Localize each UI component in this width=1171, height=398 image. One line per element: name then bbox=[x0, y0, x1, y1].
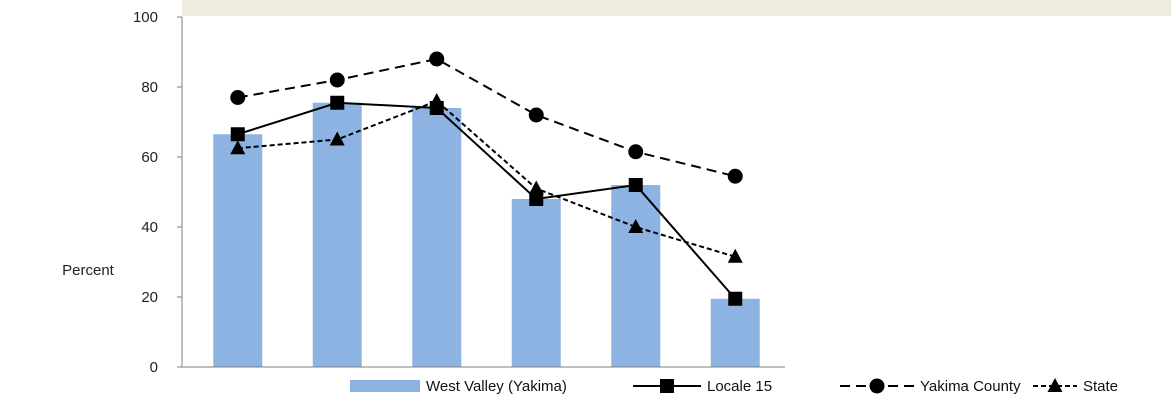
legend-label: Yakima County bbox=[920, 378, 1021, 395]
point-circle-marker bbox=[329, 72, 345, 88]
point-triangle-marker bbox=[230, 140, 246, 155]
legend-layer: West Valley (Yakima) Locale 15 Yakima Coun… bbox=[350, 378, 1118, 395]
point-triangle-marker bbox=[528, 180, 544, 195]
axis-layer: 0 20 40 60 80 100 bbox=[133, 9, 785, 376]
point-triangle-marker bbox=[727, 248, 743, 263]
point-square-marker bbox=[660, 379, 674, 393]
point-circle-marker bbox=[528, 107, 544, 123]
y-tick-label: 100 bbox=[133, 9, 158, 26]
bar bbox=[312, 102, 362, 367]
bar bbox=[611, 185, 661, 367]
bar bbox=[412, 108, 462, 367]
point-circle-marker bbox=[429, 51, 445, 67]
point-square-marker bbox=[230, 127, 245, 142]
legend-label: West Valley (Yakima) bbox=[426, 378, 567, 395]
series-line bbox=[237, 99, 736, 258]
point-triangle-marker bbox=[329, 131, 345, 146]
point-square-marker bbox=[529, 192, 544, 206]
legend-label: Locale 15 bbox=[707, 378, 772, 395]
bar bbox=[710, 298, 760, 367]
point-triangle-marker bbox=[429, 93, 445, 107]
point-square-marker bbox=[628, 178, 643, 192]
y-tick-label: 80 bbox=[141, 79, 158, 96]
y-axis-title: Percent bbox=[62, 262, 115, 279]
point-circle-marker bbox=[727, 168, 743, 184]
bar bbox=[511, 199, 561, 367]
y-tick-label: 60 bbox=[141, 149, 158, 166]
bars-layer bbox=[213, 102, 760, 367]
point-square-marker bbox=[728, 291, 743, 306]
series-line bbox=[237, 57, 736, 178]
y-tick-label: 20 bbox=[141, 289, 158, 306]
point-triangle-marker bbox=[628, 219, 644, 233]
bar bbox=[213, 134, 263, 367]
legend-swatch bbox=[350, 380, 420, 392]
point-circle-marker bbox=[628, 144, 644, 160]
y-tick-label: 0 bbox=[150, 359, 158, 376]
point-square-marker bbox=[330, 95, 345, 110]
series-line bbox=[237, 101, 737, 300]
point-circle-marker bbox=[230, 90, 246, 105]
point-triangle-marker bbox=[1047, 378, 1063, 392]
header-banner bbox=[182, 0, 1171, 16]
y-tick-label: 40 bbox=[141, 219, 158, 236]
point-circle-marker bbox=[869, 378, 885, 394]
legend-label: State bbox=[1083, 378, 1118, 395]
lines-layer bbox=[230, 51, 743, 306]
